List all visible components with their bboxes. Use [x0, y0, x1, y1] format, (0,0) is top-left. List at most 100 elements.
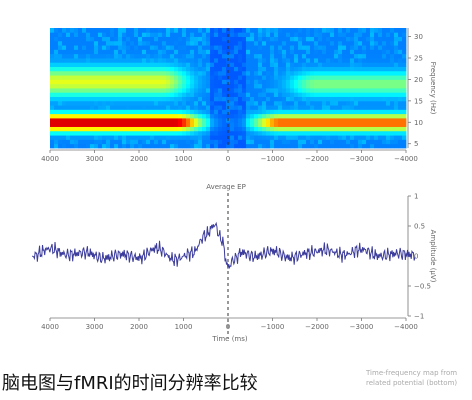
heatmap-cell	[230, 118, 235, 123]
heatmap-cell	[150, 96, 155, 102]
heatmap-cell	[366, 118, 371, 123]
heatmap-cell	[242, 88, 247, 93]
heatmap-cell	[286, 40, 291, 46]
heatmap-cell	[230, 36, 235, 42]
heatmap-cell	[86, 58, 91, 63]
heatmap-cell	[350, 83, 355, 89]
heatmap-cell	[362, 53, 367, 59]
heatmap-cell	[82, 83, 87, 89]
heatmap-cell	[166, 96, 171, 102]
heatmap-cell	[182, 28, 187, 33]
heatmap-cell	[274, 36, 279, 42]
heatmap-cell	[350, 70, 355, 76]
heatmap-cell	[258, 36, 263, 42]
heatmap-cell	[78, 96, 83, 102]
heatmap-cell	[58, 28, 63, 33]
heatmap-cell	[78, 79, 83, 85]
heatmap-cell	[70, 58, 75, 63]
heatmap-cell	[326, 70, 331, 76]
heatmap-cell	[210, 139, 215, 145]
heatmap-cell	[82, 53, 87, 59]
heatmap-cell	[90, 118, 95, 123]
heatmap-cell	[382, 62, 387, 67]
heatmap-cell	[366, 66, 371, 72]
heatmap-cell	[322, 75, 327, 80]
heatmap-cell	[234, 36, 239, 42]
heatmap-cell	[222, 105, 227, 110]
heatmap-cell	[258, 118, 263, 123]
heatmap-cell	[382, 36, 387, 42]
heatmap-cell	[186, 70, 191, 76]
heatmap-cell	[354, 79, 359, 85]
heatmap-cell	[102, 113, 107, 119]
heatmap-cell	[226, 109, 231, 115]
ep-x-tick-label: 4000	[41, 323, 59, 331]
heatmap-cell	[366, 36, 371, 42]
heatmap-cell	[338, 75, 343, 80]
heatmap-cell	[98, 130, 103, 136]
heatmap-cell	[298, 83, 303, 89]
heatmap-cell	[234, 32, 239, 37]
heatmap-cell	[382, 96, 387, 102]
heatmap-cell	[326, 105, 331, 110]
heatmap-cell	[146, 143, 151, 149]
heatmap-cell	[382, 135, 387, 140]
ep-x-tick-label: 1000	[175, 323, 193, 331]
heatmap-cell	[70, 105, 75, 110]
heatmap-cell	[322, 40, 327, 46]
heatmap-cell	[198, 62, 203, 67]
heatmap-cell	[66, 135, 71, 140]
heatmap-cell	[390, 62, 395, 67]
heatmap-cell	[146, 58, 151, 63]
heatmap-cell	[370, 32, 375, 37]
heatmap-cell	[398, 45, 403, 50]
heatmap-cell	[402, 79, 407, 85]
heatmap-cell	[202, 58, 207, 63]
heatmap-cell	[102, 66, 107, 72]
heatmap-cell	[142, 75, 147, 80]
heatmap-cell	[178, 45, 183, 50]
heatmap-cell	[58, 53, 63, 59]
heatmap-cell	[242, 58, 247, 63]
heatmap-cell	[362, 130, 367, 136]
heatmap-cell	[190, 58, 195, 63]
ep-x-tick-label: −1000	[261, 323, 285, 331]
heatmap-cell	[50, 126, 55, 132]
heatmap-cell	[90, 62, 95, 67]
heatmap-cell	[142, 139, 147, 145]
heatmap-cell	[86, 126, 91, 132]
heatmap-cell	[78, 53, 83, 59]
heatmap-cell	[286, 139, 291, 145]
heatmap-cell	[354, 70, 359, 76]
heatmap-cell	[178, 36, 183, 42]
heatmap-cell	[322, 92, 327, 97]
heatmap-cell	[182, 70, 187, 76]
heatmap-cell	[194, 32, 199, 37]
heatmap-cell	[290, 83, 295, 89]
heatmap-cell	[198, 83, 203, 89]
heatmap-cell	[354, 118, 359, 123]
heatmap-cell	[198, 45, 203, 50]
heatmap-cell	[394, 75, 399, 80]
heatmap-cell	[86, 75, 91, 80]
heatmap-cell	[266, 118, 271, 123]
heatmap-cell	[258, 122, 263, 127]
heatmap-cell	[54, 113, 59, 119]
heatmap-cell	[398, 28, 403, 33]
heatmap-cell	[378, 62, 383, 67]
heatmap-cell	[306, 122, 311, 127]
heatmap-cell	[82, 32, 87, 37]
heatmap-cell	[286, 130, 291, 136]
heatmap-cell	[66, 36, 71, 42]
heatmap-cell	[358, 66, 363, 72]
heatmap-cell	[174, 135, 179, 140]
heatmap-cell	[50, 105, 55, 110]
heatmap-cell	[50, 83, 55, 89]
heatmap-cell	[194, 49, 199, 55]
heatmap-cell	[278, 96, 283, 102]
heatmap-cell	[326, 79, 331, 85]
heatmap-cell	[378, 32, 383, 37]
heatmap-cell	[78, 58, 83, 63]
heatmap-cell	[330, 45, 335, 50]
heatmap-cell	[262, 75, 267, 80]
